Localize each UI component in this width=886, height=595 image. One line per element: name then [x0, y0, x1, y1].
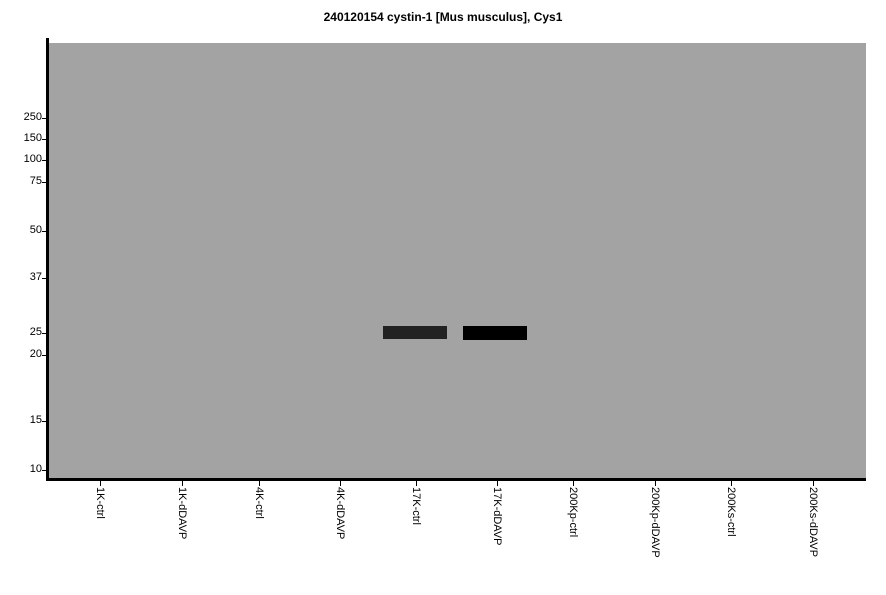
x-axis-tick-mark — [100, 481, 101, 486]
y-axis-label: 25 — [29, 326, 42, 338]
y-axis-label: 20 — [29, 348, 42, 360]
protein-band-17k-ddavp — [463, 326, 527, 340]
x-axis-spine — [46, 478, 866, 481]
y-axis-spine — [46, 38, 49, 481]
y-axis-tick-mark — [42, 470, 47, 471]
x-axis-label-1k-ddavp: 1K-dDAVP — [176, 487, 188, 540]
y-axis-tick-mark — [42, 139, 47, 140]
y-axis-tick-mark — [42, 421, 47, 422]
y-axis-label: 15 — [29, 414, 42, 426]
y-axis-label: 10 — [29, 463, 42, 475]
y-axis-label: 250 — [23, 111, 42, 123]
x-axis-tick-mark — [573, 481, 574, 486]
y-axis-tick-mark — [42, 160, 47, 161]
x-axis-tick-mark — [340, 481, 341, 486]
x-axis-label-200kp-ddavp: 200Kp-dDAVP — [649, 487, 661, 558]
y-axis-tick-mark — [42, 182, 47, 183]
x-axis-label-1k-ctrl: 1K-ctrl — [94, 487, 106, 519]
y-axis-tick-labels: 250 150 100 75 50 37 25 20 15 10 — [0, 0, 42, 595]
blot-plot-area — [49, 43, 866, 478]
x-axis-tick-mark — [655, 481, 656, 486]
x-axis-label-17k-ctrl: 17K-ctrl — [410, 487, 422, 525]
y-axis-tick-mark — [42, 231, 47, 232]
protein-band-17k-ctrl — [383, 326, 447, 339]
x-axis-label-4k-ctrl: 4K-ctrl — [253, 487, 265, 519]
y-axis-label: 37 — [29, 271, 42, 283]
y-axis-tick-mark — [42, 118, 47, 119]
x-axis-tick-mark — [182, 481, 183, 486]
x-axis-tick-mark — [731, 481, 732, 486]
x-axis-tick-mark — [259, 481, 260, 486]
x-axis-label-200ks-ddavp: 200Ks-dDAVP — [807, 487, 819, 558]
y-axis-tick-mark — [42, 278, 47, 279]
x-axis-label-4k-ddavp: 4K-dDAVP — [334, 487, 346, 540]
y-axis-label: 50 — [29, 224, 42, 236]
y-axis-label: 150 — [23, 132, 42, 144]
x-axis-label-17k-ddavp: 17K-dDAVP — [491, 487, 503, 546]
y-axis-label: 100 — [23, 153, 42, 165]
x-axis-tick-mark — [497, 481, 498, 486]
y-axis-tick-mark — [42, 355, 47, 356]
x-axis-label-200kp-ctrl: 200Kp-ctrl — [567, 487, 579, 538]
x-axis-tick-mark — [813, 481, 814, 486]
y-axis-tick-mark — [42, 333, 47, 334]
page-title: 240120154 cystin-1 [Mus musculus], Cys1 — [323, 10, 563, 24]
x-axis-tick-mark — [416, 481, 417, 486]
x-axis-label-200ks-ctrl: 200Ks-ctrl — [725, 487, 737, 537]
y-axis-label: 75 — [29, 175, 42, 187]
